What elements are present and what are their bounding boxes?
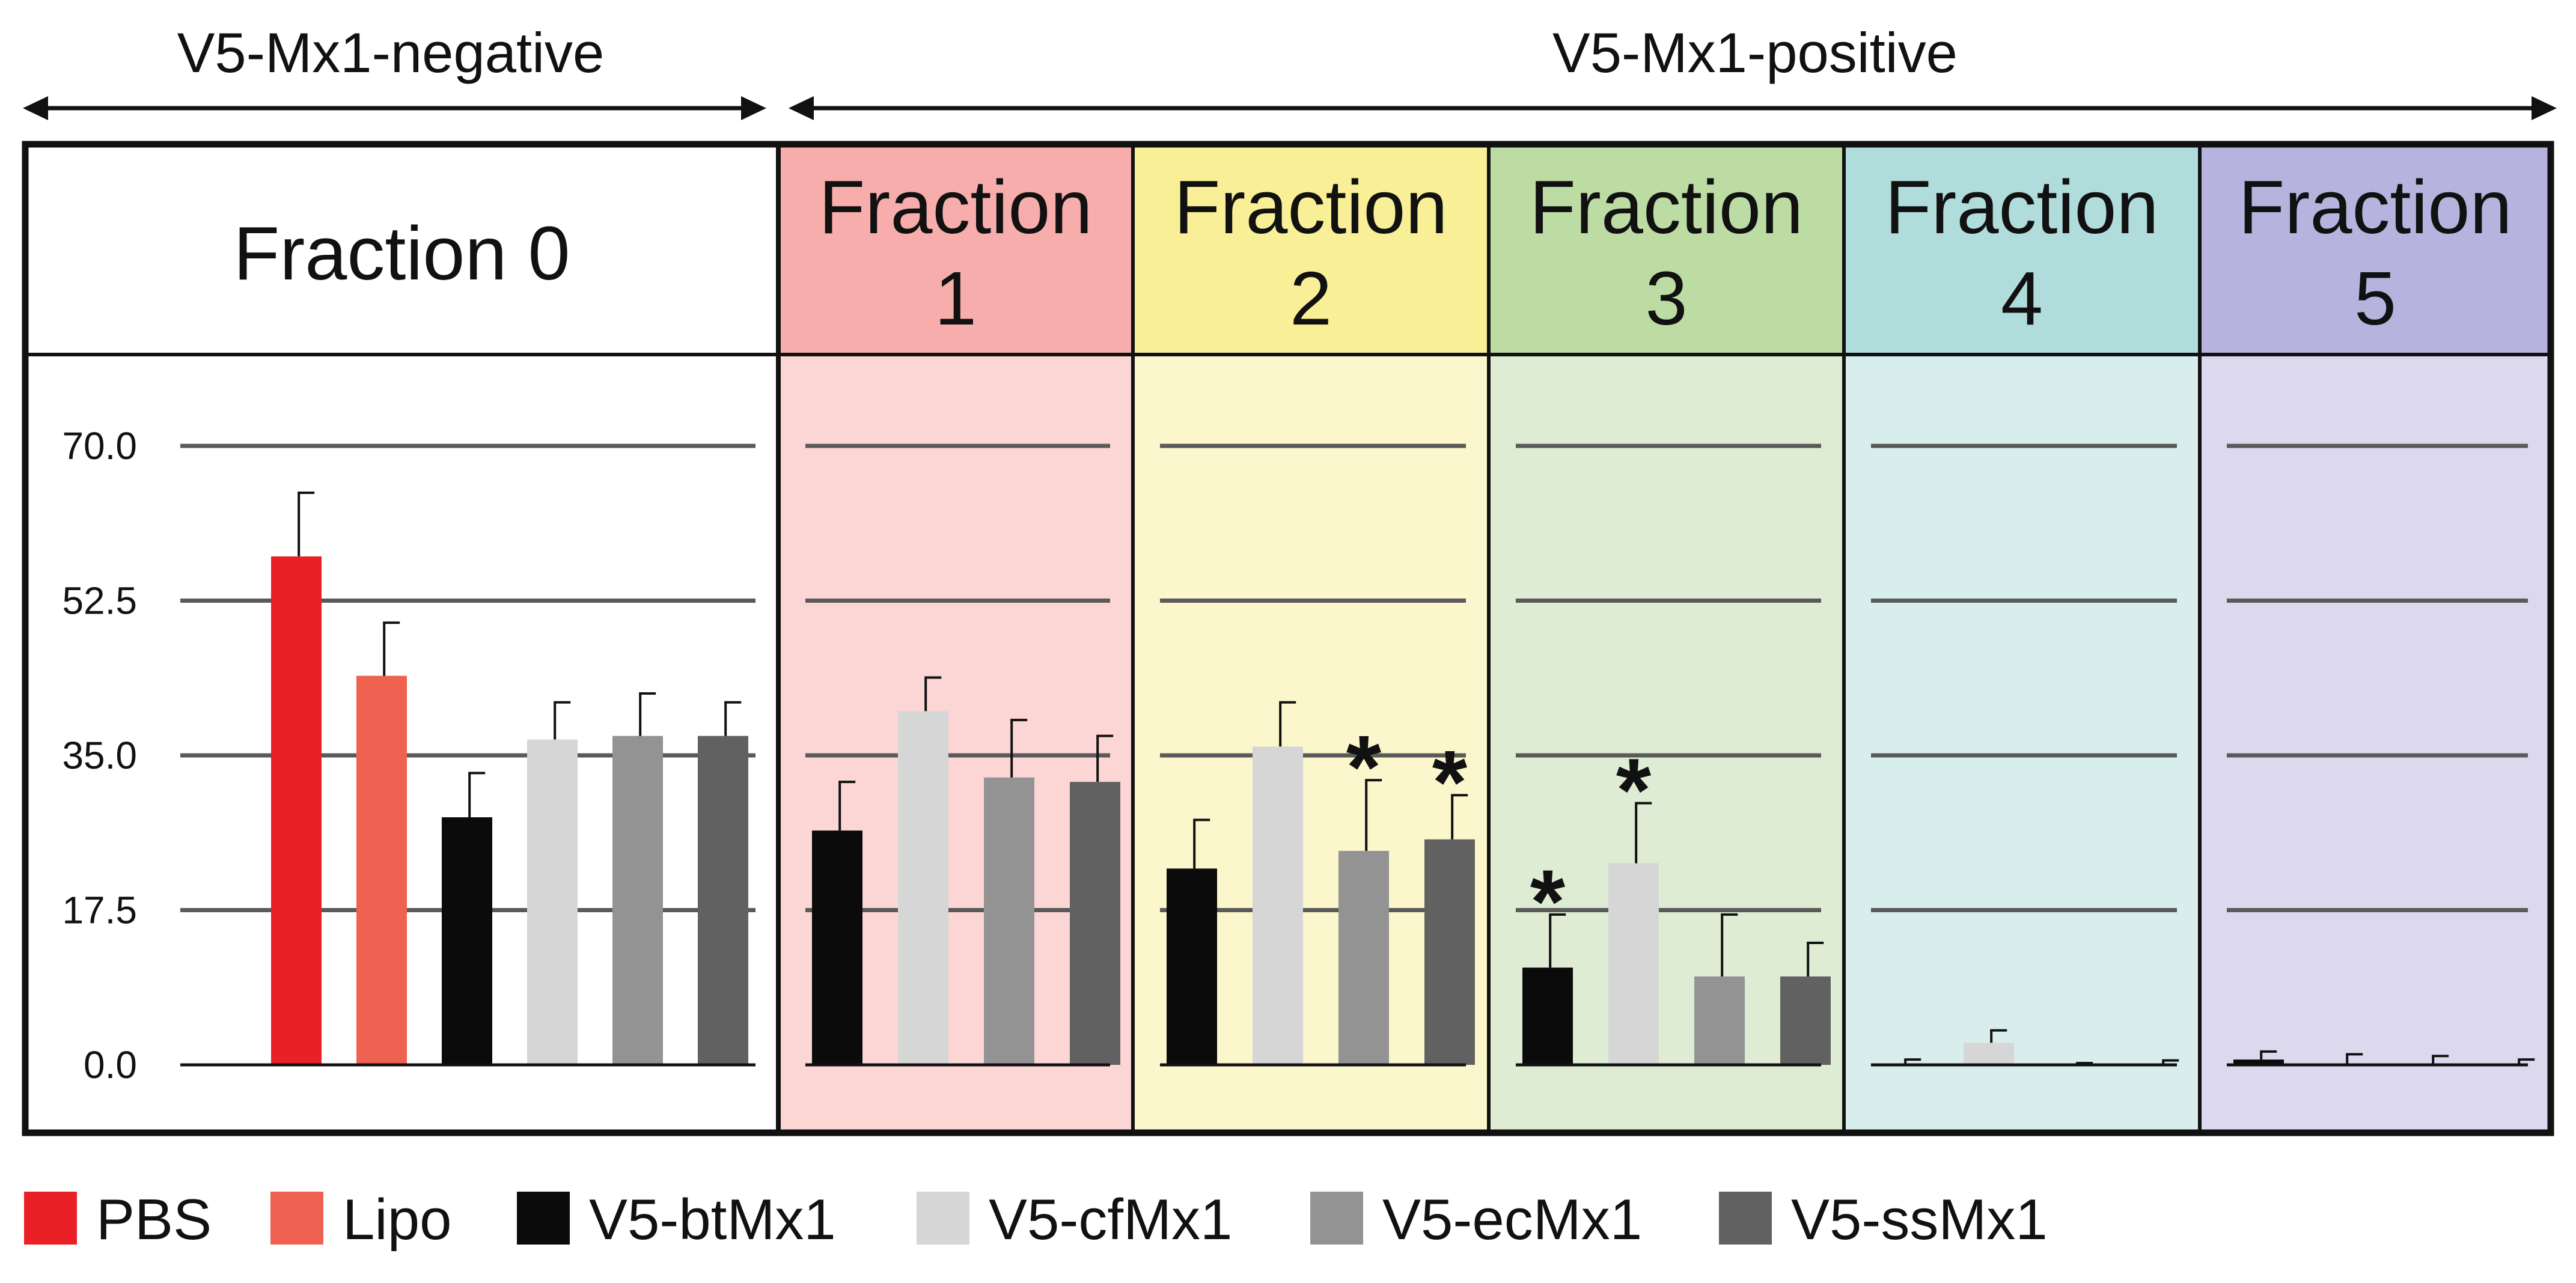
legend-swatch [917,1192,969,1245]
bar [1167,868,1217,1065]
panel-title-number: 5 [2354,256,2396,341]
bar [984,777,1034,1065]
bar [1424,839,1475,1065]
panel-header-bg [25,144,778,355]
bar [1070,782,1120,1065]
group-label-positive: V5-Mx1-positive [1552,21,1958,84]
legend-swatch [24,1192,77,1245]
chart-frame [22,141,2554,1136]
panel-body-bg [2200,355,2551,1133]
y-tick-label: 52.5 [62,579,137,623]
y-tick-label: 17.5 [62,889,137,932]
panel-header-bg [2200,144,2551,355]
legend-item: V5-cfMx1 [917,1187,1232,1252]
legend-item: V5-ssMx1 [1719,1187,2048,1252]
bar [271,556,322,1065]
bar [527,739,578,1065]
bar [612,736,663,1065]
legend-item: V5-ecMx1 [1310,1187,1642,1252]
legend-label: V5-ecMx1 [1382,1187,1642,1252]
bar [1780,976,1831,1065]
y-tick-label: 70.0 [62,424,137,468]
panel-title: Fraction [2238,165,2512,249]
panel-header-bg [778,144,1133,355]
legend-label: V5-btMx1 [589,1187,836,1252]
legend-label: PBS [96,1187,212,1252]
bar [1338,850,1389,1065]
legend-swatch [270,1192,323,1245]
panel-header-bg [1133,144,1489,355]
legend-item: V5-btMx1 [517,1187,836,1252]
panel-header-bg [1489,144,1844,355]
panel-title-number: 2 [1290,256,1332,341]
bar [1522,968,1573,1065]
group-label-negative: V5-Mx1-negative [177,21,605,84]
y-tick-label: 0.0 [84,1043,137,1086]
panel-title: Fraction [1530,165,1803,249]
legend-item: Lipo [270,1187,452,1252]
positive-arrow [789,96,2557,120]
legend-swatch [517,1192,570,1245]
panel-body-bg [1844,355,2200,1133]
negative-arrow [23,96,766,120]
legend-swatch [1310,1192,1363,1245]
bar [1608,863,1659,1065]
bar [2233,1059,2284,1065]
panel-title-number: 4 [2001,256,2043,341]
panel-title: Fraction [1174,165,1447,249]
panel-title-number: 1 [935,256,977,341]
legend-label: Lipo [343,1187,452,1252]
bar [698,736,748,1065]
panel-0: Fraction 0 [25,144,778,1133]
bar [442,817,492,1065]
bar [1253,746,1303,1065]
legend-swatch [1719,1192,1772,1245]
bar [356,675,407,1065]
panel-header-bg [1844,144,2200,355]
bar [1694,976,1745,1065]
y-tick-label: 35.0 [62,734,137,777]
bar [812,830,862,1065]
bar [898,711,948,1065]
legend-label: V5-cfMx1 [989,1187,1232,1252]
y-axis: 70.0 52.5 35.0 17.5 0.0 [62,424,137,1086]
legend: PBS Lipo V5-btMx1 V5-cfMx1 V5-ecMx1 V5-ssMx1 [24,1187,2048,1252]
bar [1964,1043,2014,1065]
panel-title: Fraction 0 [233,211,570,296]
panel-title: Fraction [1885,165,2158,249]
panel-title-number: 3 [1645,256,1687,341]
significance-star: * [1346,716,1382,817]
significance-star: * [1616,739,1652,840]
legend-label: V5-ssMx1 [1791,1187,2048,1252]
significance-star: * [1432,731,1468,832]
panel-title: Fraction [819,165,1092,249]
legend-item: PBS [24,1187,212,1252]
significance-star: * [1530,851,1566,952]
